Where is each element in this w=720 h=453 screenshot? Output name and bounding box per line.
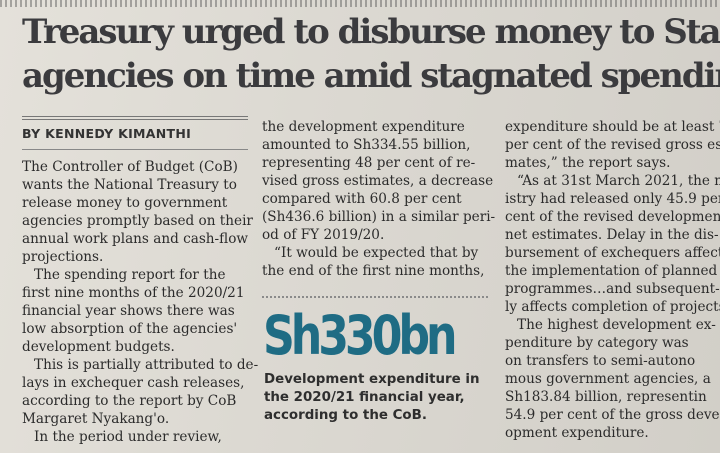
text-line: The Controller of Budget (CoB) [22,159,238,175]
text-line: development budgets. [22,339,175,355]
text-line: This is partially attributed to de- [34,357,259,373]
pullout-dotted-rule [262,296,488,298]
pullout-figure: Sh330bn [263,304,457,367]
text-line: Margaret Nyakang'o. [22,411,170,427]
text-line: amounted to Sh334.55 billion, [262,137,471,153]
text-line: mates,” the report says. [505,155,671,171]
text-line: according to the report by CoB [22,393,237,409]
article-column-3: expenditure should be at least 75 per ce… [505,118,720,442]
text-line: “It would be expected that by [274,245,479,261]
byline-bottom-rule [22,149,248,150]
headline-line: agencies on time amid stagnated spending [22,56,720,96]
text-line: cent of the revised development [505,209,720,225]
text-line: wants the National Treasury to [22,177,237,193]
text-line: lays in exchequer cash releases, [22,375,245,391]
text-line: programmes…and subsequent- [505,281,720,297]
text-line: In the period under review, [34,429,222,445]
caption-line: the 2020/21 financial year, [264,390,465,405]
text-line: per cent of the revised gross esti- [505,137,720,153]
text-line: release money to government [22,195,228,211]
text-line: (Sh436.6 billion) in a similar peri- [262,209,496,225]
text-line: “As at 31st March 2021, the min- [517,173,720,189]
top-border-strip [0,0,720,7]
caption-line: Development expenditure in [264,372,480,387]
text-line: the implementation of planned [505,263,718,279]
pullout-caption: Development expenditure in the 2020/21 f… [264,371,490,425]
text-line: od of FY 2019/20. [262,227,385,243]
text-line: the development expenditure [262,119,465,135]
article-column-2: the development expenditure amounted to … [262,118,496,280]
text-line: the end of the first nine months, [262,263,485,279]
text-line: The highest development ex- [517,317,716,333]
text-line: net estimates. Delay in the dis- [505,227,719,243]
text-line: compared with 60.8 per cent [262,191,462,207]
byline-top-rule [22,116,248,120]
text-line: projections. [22,249,104,265]
text-line: representing 48 per cent of re- [262,155,476,171]
text-line: bursement of exchequers affects [505,245,720,261]
text-line: The spending report for the [34,267,226,283]
text-line: opment expenditure. [505,425,649,441]
text-line: on transfers to semi-autono [505,353,696,369]
caption-line: according to the CoB. [264,408,427,423]
text-line: expenditure should be at least 75 [505,119,720,135]
text-line: low absorption of the agencies' [22,321,238,337]
byline: BY KENNEDY KIMANTHI [22,126,192,141]
text-line: mous government agencies, a [505,371,711,387]
text-line: agencies promptly based on their [22,213,253,229]
text-line: penditure by category was [505,335,689,351]
text-line: first nine months of the 2020/21 [22,285,245,301]
text-line: istry had released only 45.9 per [505,191,720,207]
article-column-1: BY KENNEDY KIMANTHI The Controller of Bu… [22,116,259,446]
headline-line: Treasury urged to disburse money to Stat… [22,12,720,52]
headline: Treasury urged to disburse money to Stat… [22,10,720,98]
text-line: financial year shows there was [22,303,235,319]
text-line: ly affects completion of projects.” [505,299,720,315]
text-line: 54.9 per cent of the gross deve [505,407,720,423]
text-line: Sh183.84 billion, representin [505,389,707,405]
text-line: vised gross estimates, a decrease [262,173,494,189]
text-line: annual work plans and cash-flow [22,231,249,247]
